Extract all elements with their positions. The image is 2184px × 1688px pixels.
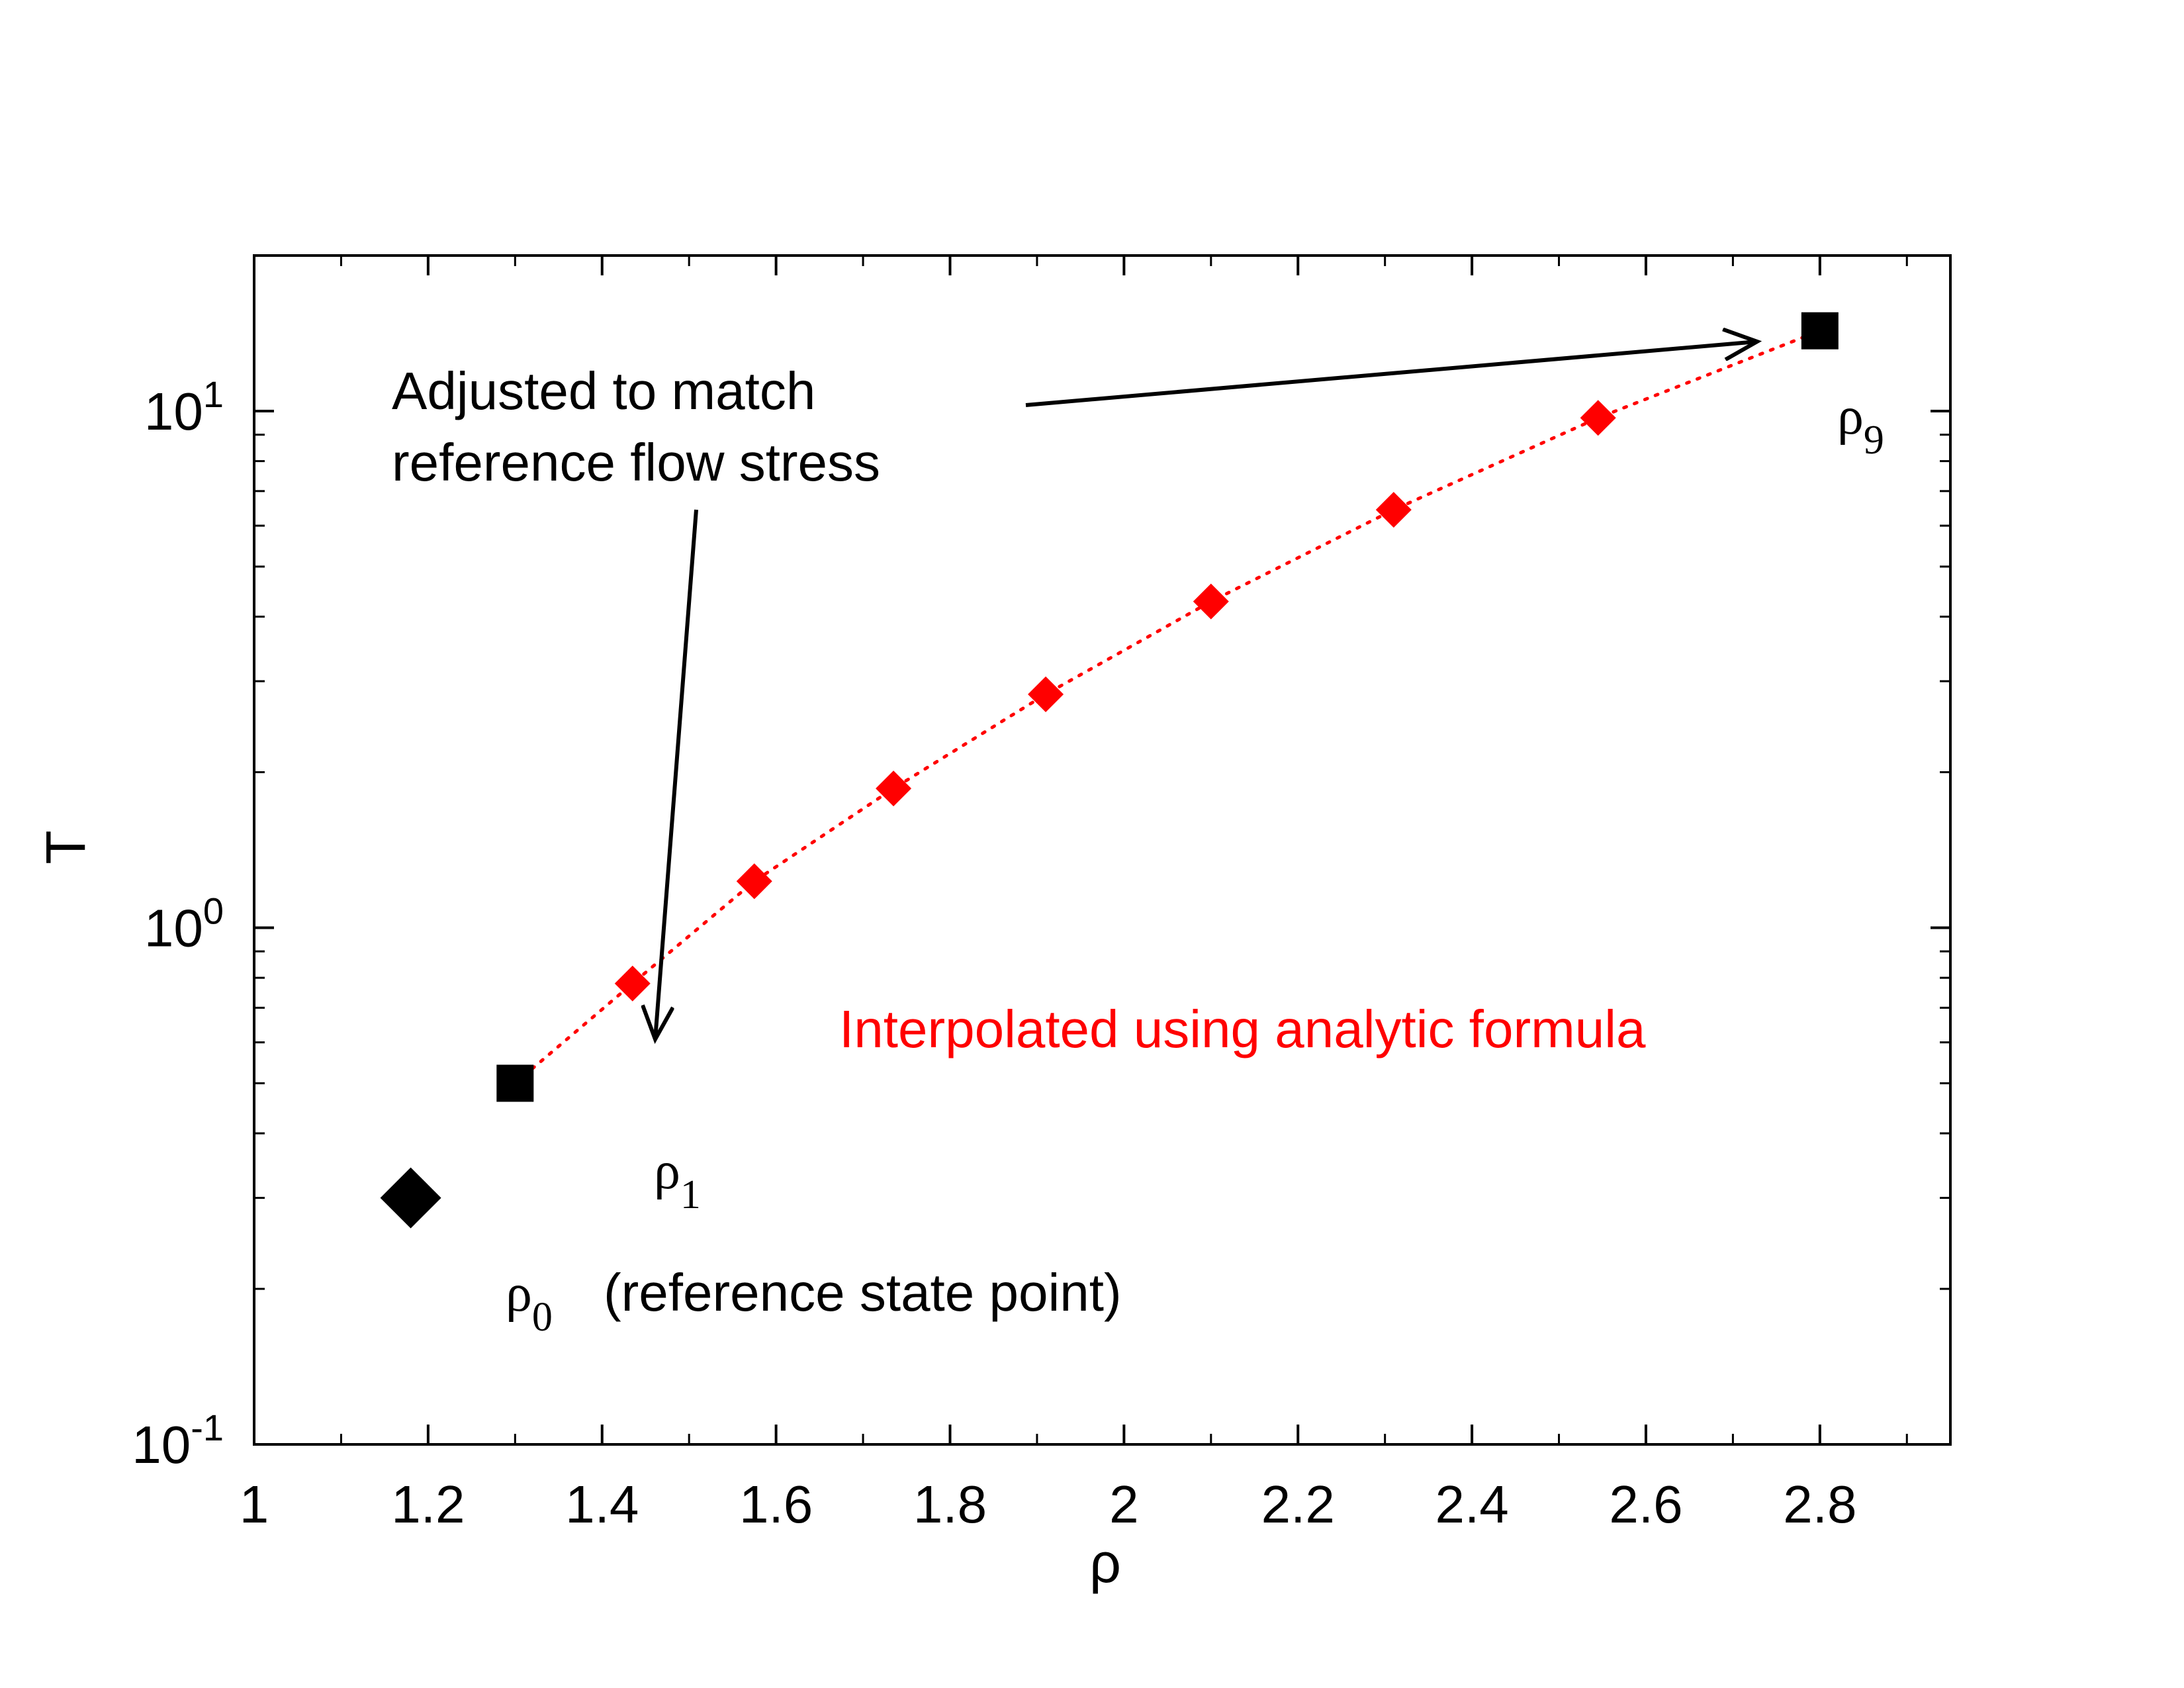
x-tick-label: 1.8 [913,1475,987,1534]
reference-point-marker [380,1167,441,1229]
adjusted-point-marker [1801,312,1839,350]
interpolation-dotted-line [513,329,1822,1085]
plot-frame [253,254,1952,1446]
x-tick-label: 1.4 [565,1475,639,1534]
y-tick-base: 10 [132,1415,191,1474]
adjusted-point-marker [496,1064,534,1102]
interpolated-point-marker [1193,583,1229,620]
label-rho0: ρ0 [506,1264,553,1340]
y-tick-label: 10-1 [132,1407,224,1474]
annotation-adjusted-line1: Adjusted to match [392,361,815,420]
y-axis-title: T [34,830,97,864]
interpolated-point-marker [614,965,651,1002]
interpolated-point-marker [876,771,912,807]
label-rho9-sub: 9 [1864,418,1884,463]
y-tick-label: 100 [144,890,224,957]
interpolated-point-marker [736,863,772,900]
x-tick-label: 1 [240,1475,269,1534]
x-tick-label: 2 [1109,1475,1139,1534]
arrow-to-rho9 [1025,342,1757,407]
label-reference-state-point: (reference state point) [604,1263,1122,1322]
label-rho1-symbol: ρ [654,1142,680,1200]
label-rho0-symbol: ρ [506,1264,532,1323]
label-rho1: ρ1 [654,1142,701,1217]
label-rho1-sub: 1 [680,1172,701,1217]
x-tick-label: 2.8 [1783,1475,1856,1534]
y-tick-exponent: 0 [203,890,224,931]
data-markers [380,312,1839,1229]
label-rho0-sub: 0 [532,1295,553,1340]
y-tick-label: 101 [144,373,224,441]
label-rho9-symbol: ρ [1837,387,1864,445]
annotation-interpolated: Interpolated using analytic formula [839,1000,1646,1058]
x-tick-label: 2.6 [1609,1475,1682,1534]
y-tick-base: 10 [144,898,203,957]
y-tick-base: 10 [144,382,203,441]
x-axis-title: ρ [1089,1532,1121,1594]
y-tick-exponent: -1 [191,1407,224,1448]
axis-ticks [253,256,1950,1446]
label-rho9: ρ9 [1837,387,1884,463]
x-tick-label: 2.4 [1435,1475,1508,1534]
x-tick-labels: 1 1.2 1.4 1.6 1.8 2 2.2 2.4 2.6 2.8 [240,1475,1857,1534]
interpolated-point-marker [1375,492,1412,528]
interpolated-point-marker [1028,676,1064,712]
x-tick-label: 2.2 [1261,1475,1335,1534]
x-tick-label: 1.2 [391,1475,465,1534]
y-tick-exponent: 1 [203,373,224,415]
interpolated-point-marker [1580,400,1616,436]
x-tick-label: 1.6 [739,1475,813,1534]
annotation-adjusted-line2: reference flow stress [392,433,880,492]
arrow-to-rho1 [655,509,698,1039]
